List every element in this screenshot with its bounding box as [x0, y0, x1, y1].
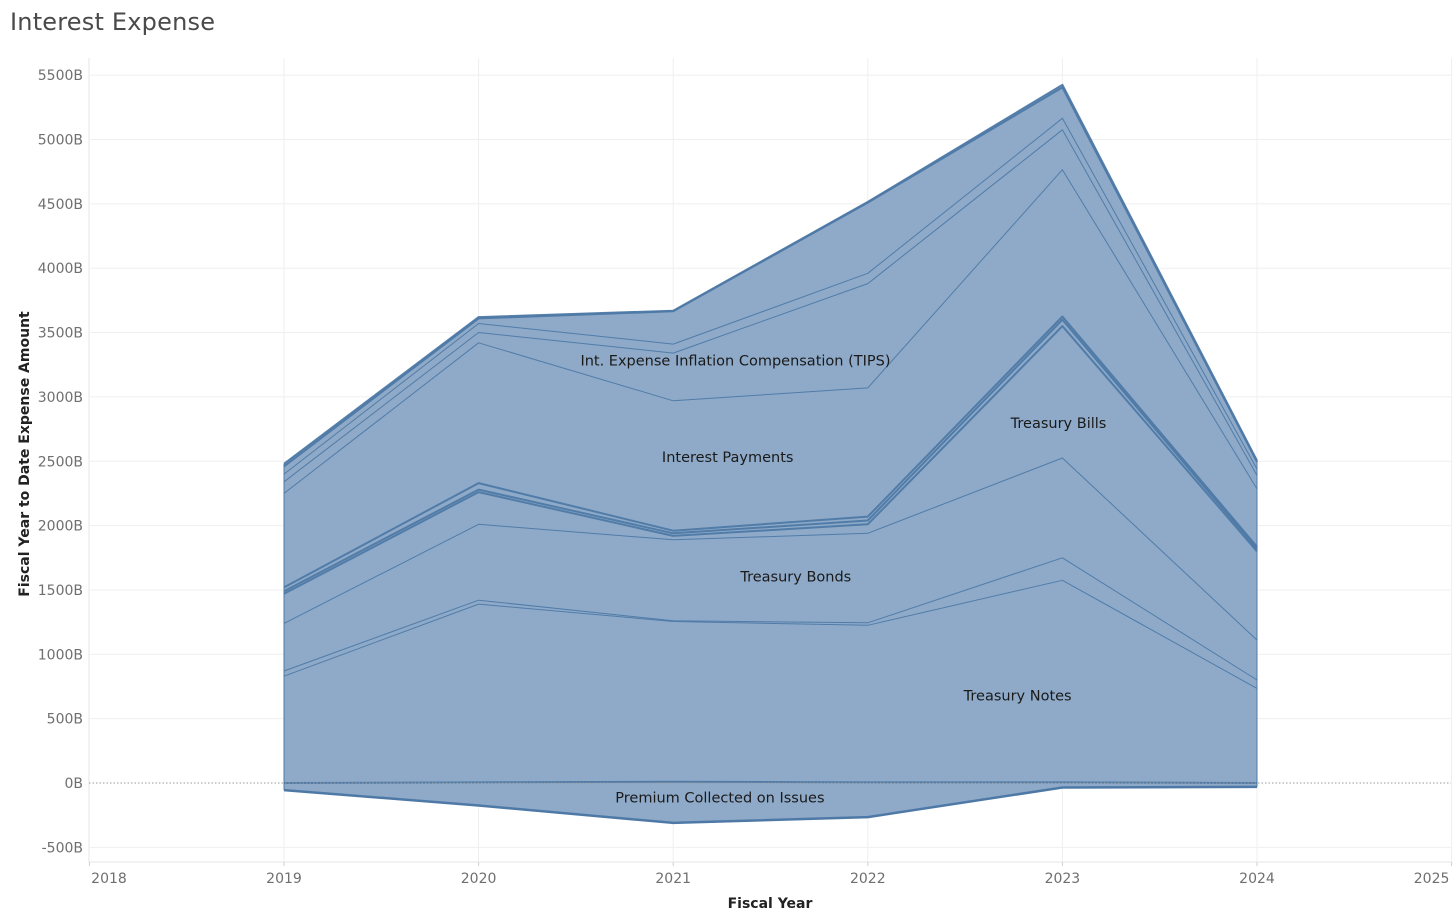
area-boundary [283, 83, 1258, 465]
area-boundary [283, 785, 1258, 825]
band-label: Treasury Bills [1010, 416, 1107, 432]
positive-area [284, 84, 1257, 784]
area-boundary [283, 579, 1258, 689]
area-boundary [283, 169, 1258, 494]
area-boundary [283, 318, 1258, 593]
y-tick-label: 4000B [38, 261, 83, 277]
x-axis-ticks: 2018 2019 2020 2021 2022 2023 2024 2025 [88, 862, 1453, 887]
x-tick-label: 2022 [850, 871, 886, 887]
y-tick-label: 500B [47, 712, 83, 728]
area-boundary [283, 315, 1258, 589]
band-label: Int. Expense Inflation Compensation (TIP… [580, 353, 890, 369]
negative-area [284, 783, 1257, 823]
x-axis-title: Fiscal Year [728, 896, 813, 912]
y-tick-label: 5500B [38, 68, 83, 84]
x-tick-label: 2023 [1045, 871, 1081, 887]
x-tick-label: 2025 [1414, 871, 1450, 887]
band-label: Treasury Bonds [739, 570, 851, 586]
y-tick-label: 4500B [38, 197, 83, 213]
band-label: Interest Payments [662, 450, 794, 466]
area-series [283, 83, 1258, 825]
y-tick-label: 2500B [38, 454, 83, 470]
y-tick-label: 2000B [38, 519, 83, 535]
x-tick-label: 2021 [655, 871, 691, 887]
x-tick-label: 2020 [461, 871, 497, 887]
y-axis-title: Fiscal Year to Date Expense Amount [17, 311, 33, 597]
y-axis-ticks: 5500B 5000B 4500B 4000B 3500B 3000B 2500B 2000B… [38, 68, 83, 856]
x-tick-label: 2018 [91, 871, 127, 887]
y-tick-label: 1500B [38, 583, 83, 599]
area-boundary [283, 117, 1258, 475]
x-tick-label: 2019 [266, 871, 302, 887]
y-tick-label: 5000B [38, 133, 83, 149]
area-boundary [283, 325, 1258, 595]
y-tick-label: 3000B [38, 390, 83, 406]
area-boundary [283, 457, 1258, 641]
y-tick-label: 3500B [38, 326, 83, 342]
x-tick-label: 2024 [1239, 871, 1275, 887]
band-label: Treasury Notes [963, 689, 1072, 705]
area-boundary [283, 557, 1258, 681]
band-labels: Int. Expense Inflation Compensation (TIP… [580, 353, 1106, 806]
band-label: Premium Collected on Issues [615, 790, 824, 806]
y-tick-label: -500B [42, 840, 83, 856]
chart-title: Interest Expense [10, 8, 216, 36]
y-tick-label: 0B [64, 776, 83, 792]
y-tick-label: 1000B [38, 647, 83, 663]
area-boundary [283, 129, 1258, 483]
